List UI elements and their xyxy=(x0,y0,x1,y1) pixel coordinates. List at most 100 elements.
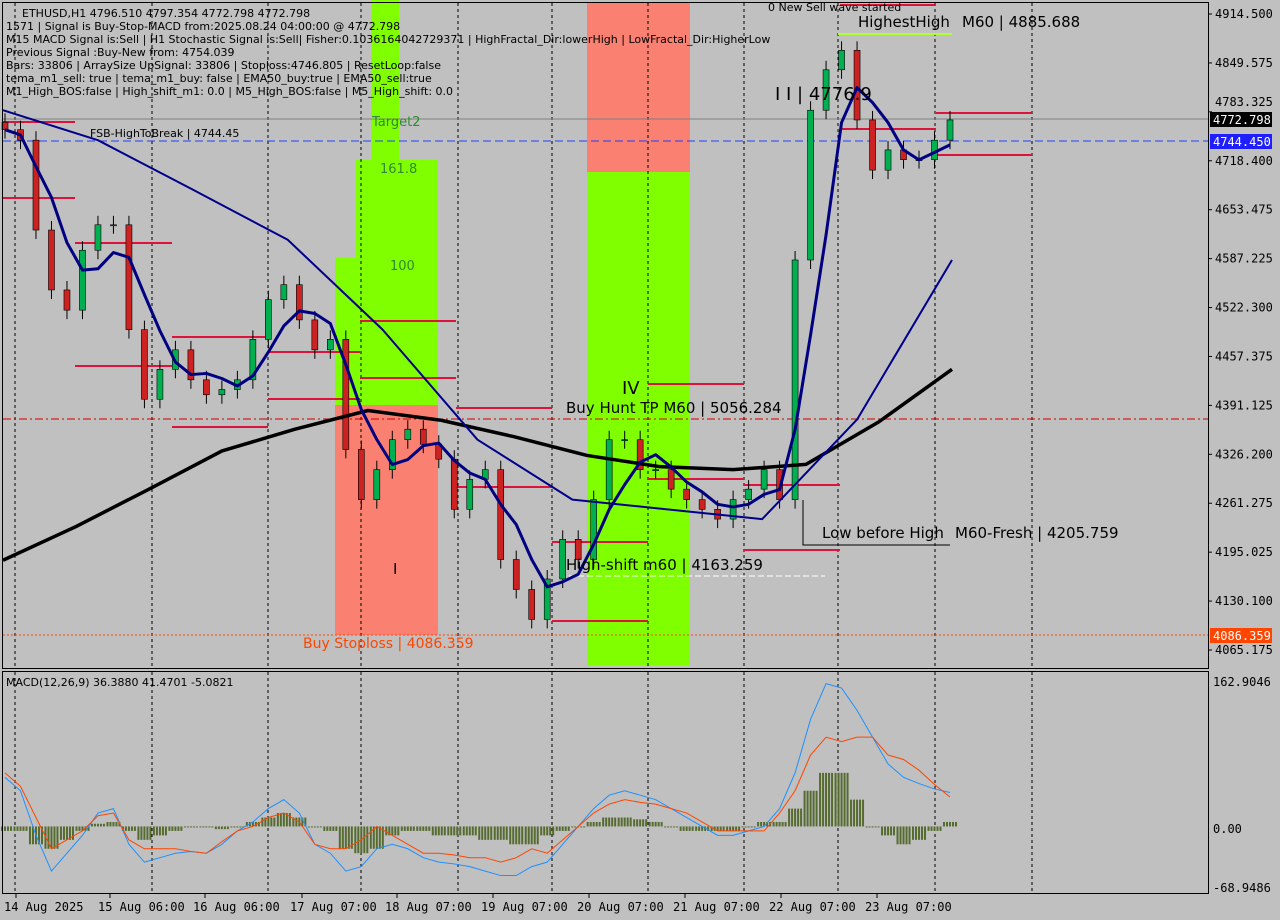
macd-histogram-bar xyxy=(490,826,493,840)
macd-histogram-bar xyxy=(676,826,679,828)
macd-histogram-bar xyxy=(921,826,924,840)
macd-histogram-bar xyxy=(719,826,722,831)
macd-histogram-bar xyxy=(512,826,515,845)
time-tick-label: 18 Aug 07:00 xyxy=(385,900,472,914)
macd-histogram-bar xyxy=(484,826,487,840)
macd-histogram-bar xyxy=(819,772,822,827)
macd-histogram-bar xyxy=(828,772,831,827)
macd-histogram-bar xyxy=(326,826,329,831)
candle-body xyxy=(63,289,71,311)
macd-histogram-bar xyxy=(332,826,335,831)
macd-histogram-bar xyxy=(251,821,254,827)
macd-histogram-bar xyxy=(859,799,862,827)
macd-histogram-bar xyxy=(741,826,744,828)
macd-histogram-bar xyxy=(691,826,694,831)
wave-iv-label: IV xyxy=(622,378,640,399)
macd-histogram-bar xyxy=(447,826,450,836)
macd-histogram-bar xyxy=(698,826,701,831)
macd-histogram-bar xyxy=(763,821,766,827)
macd-histogram-bar xyxy=(893,826,896,836)
macd-histogram-bar xyxy=(230,826,233,828)
macd-histogram-bar xyxy=(871,826,874,828)
macd-histogram-bar xyxy=(822,772,825,827)
macd-histogram-bar xyxy=(28,826,31,845)
macd-histogram-bar xyxy=(369,826,372,849)
macd-histogram-bar xyxy=(257,821,260,827)
candle-body xyxy=(280,284,288,300)
macd-histogram-bar xyxy=(31,826,34,845)
candle-body xyxy=(203,379,210,396)
macd-histogram-bar xyxy=(781,821,784,827)
info-line-symbol: ETHUSD,H1 4796.510 4797.354 4772.798 477… xyxy=(22,7,310,20)
macd-histogram-bar xyxy=(617,817,620,827)
macd-histogram-bar xyxy=(726,826,729,831)
macd-histogram-bar xyxy=(589,821,592,827)
time-tick-label: 16 Aug 06:00 xyxy=(193,900,280,914)
macd-histogram-bar xyxy=(543,826,546,836)
macd-histogram-bar xyxy=(295,817,298,827)
macd-histogram-bar xyxy=(645,819,648,827)
macd-histogram-bar xyxy=(220,826,223,830)
macd-histogram-bar xyxy=(908,826,911,845)
candle-body xyxy=(791,259,799,500)
macd-histogram-bar xyxy=(648,821,651,827)
macd-axis: 162.9046 0.00 -68.9486 xyxy=(1213,675,1271,895)
fib-100-zone xyxy=(335,258,438,405)
macd-histogram-bar xyxy=(809,790,812,827)
macd-histogram-bar xyxy=(192,826,195,828)
macd-histogram-bar xyxy=(555,826,558,831)
macd-histogram-bar xyxy=(388,826,391,836)
macd-histogram-bar xyxy=(583,826,586,828)
macd-histogram-bar xyxy=(7,826,9,831)
macd-histogram-bar xyxy=(450,826,453,836)
candle-body xyxy=(450,458,458,510)
stoploss-price-tag: 4086.359 xyxy=(1213,629,1271,643)
macd-histogram-bar xyxy=(378,826,381,849)
macd-histogram-bar xyxy=(636,819,639,827)
macd-histogram-bar xyxy=(629,817,632,827)
target2-zone xyxy=(371,0,399,160)
macd-histogram-bar xyxy=(422,826,425,831)
macd-histogram-bar xyxy=(561,826,564,831)
macd-histogram-bar xyxy=(149,826,152,840)
macd-histogram-bar xyxy=(505,826,508,840)
macd-histogram-bar xyxy=(884,826,887,836)
macd-histogram-bar xyxy=(939,826,942,831)
sell-zone-right xyxy=(587,3,690,172)
macd-histogram-bar xyxy=(794,808,797,827)
macd-histogram-bar xyxy=(226,826,229,830)
macd-histogram-bar xyxy=(350,826,353,849)
macd-histogram-bar xyxy=(307,826,310,828)
macd-histogram-bar xyxy=(87,826,90,831)
macd-histogram-bar xyxy=(608,817,611,827)
macd-axis-zero: 0.00 xyxy=(1213,822,1242,836)
macd-histogram-bar xyxy=(874,826,877,828)
candle-body xyxy=(590,499,597,560)
macd-histogram-bar xyxy=(310,826,313,828)
macd-frame xyxy=(2,671,1209,894)
m60-fresh-label: M60-Fresh | 4205.759 xyxy=(955,524,1119,542)
macd-histogram-bar xyxy=(564,826,567,831)
macd-histogram-bar xyxy=(391,826,394,836)
macd-histogram-bar xyxy=(409,826,412,831)
macd-histogram-bar xyxy=(499,826,502,840)
macd-histogram-bar xyxy=(40,826,43,845)
macd-histogram-bar xyxy=(788,808,791,827)
macd-histogram-bar xyxy=(453,826,456,836)
macd-histogram-bar xyxy=(574,826,577,828)
macd-histogram-bar xyxy=(168,826,171,831)
macd-axis-min: -68.9486 xyxy=(1213,881,1271,895)
candle-body xyxy=(358,449,365,500)
candle-body xyxy=(512,559,520,590)
macd-histogram-bar xyxy=(521,826,524,845)
macd-histogram-bar xyxy=(316,826,319,828)
buy-hunt-label: Buy Hunt TP M60 | 5056.284 xyxy=(566,399,782,417)
macd-histogram-bar xyxy=(549,826,552,836)
candle-body xyxy=(156,369,164,400)
price-tick-label: 4457.375 xyxy=(1215,349,1273,363)
macd-histogram-bar xyxy=(205,826,208,828)
candle-body xyxy=(745,488,752,500)
fib-100-label: 100 xyxy=(390,259,415,274)
macd-histogram-bar xyxy=(896,826,899,845)
